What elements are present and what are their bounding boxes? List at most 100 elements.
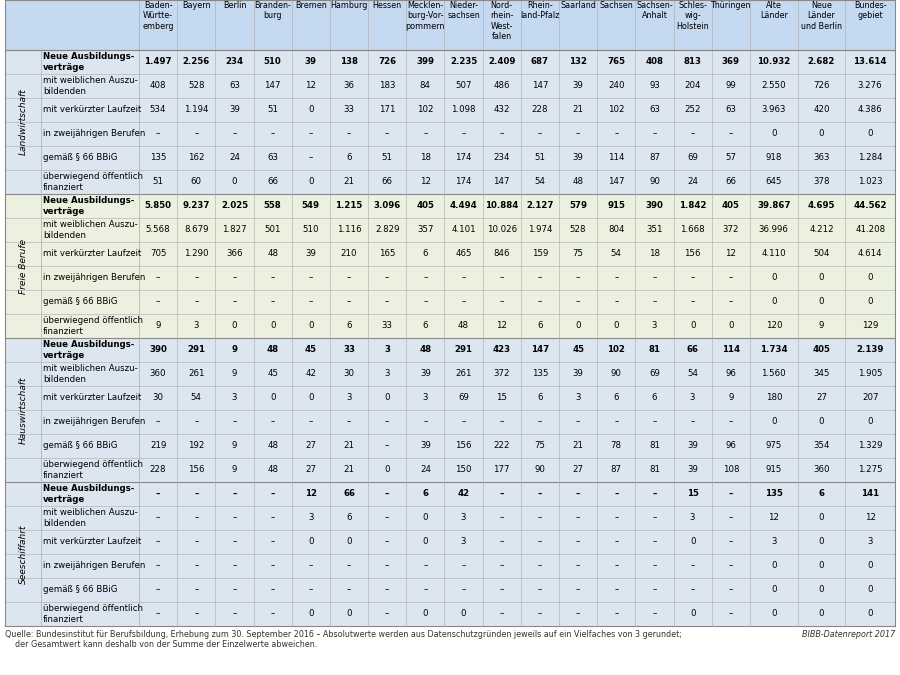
Text: 21: 21 xyxy=(344,466,355,475)
Text: 120: 120 xyxy=(766,321,782,331)
Text: 0: 0 xyxy=(384,394,390,402)
Text: –: – xyxy=(729,489,733,499)
Text: 9: 9 xyxy=(232,369,237,379)
Text: 0: 0 xyxy=(423,537,428,547)
Text: –: – xyxy=(537,298,542,306)
Text: –: – xyxy=(385,489,390,499)
Text: 765: 765 xyxy=(608,57,625,67)
Text: –: – xyxy=(194,489,199,499)
Text: –: – xyxy=(346,273,351,283)
Text: 405: 405 xyxy=(417,202,435,211)
Text: 0: 0 xyxy=(308,178,313,186)
Text: 41.208: 41.208 xyxy=(855,225,886,234)
Text: 63: 63 xyxy=(725,105,736,115)
Text: 534: 534 xyxy=(149,105,166,115)
Text: 96: 96 xyxy=(725,369,736,379)
Text: 0: 0 xyxy=(423,610,428,618)
Text: –: – xyxy=(423,562,428,570)
Text: 0: 0 xyxy=(346,610,352,618)
Text: –: – xyxy=(156,130,160,138)
Text: 0: 0 xyxy=(819,130,824,138)
Text: –: – xyxy=(500,537,504,547)
Text: –: – xyxy=(385,273,390,283)
Text: 726: 726 xyxy=(378,57,396,67)
Text: 6: 6 xyxy=(346,514,352,522)
Text: –: – xyxy=(729,537,733,547)
Text: gemäß § 66 BBiG: gemäß § 66 BBiG xyxy=(43,441,118,450)
Text: 351: 351 xyxy=(646,225,662,234)
Text: BIBB-Datenreport 2017: BIBB-Datenreport 2017 xyxy=(802,630,895,639)
Text: 3: 3 xyxy=(652,321,657,331)
Text: 54: 54 xyxy=(687,369,698,379)
Text: mit verkürzter Laufzeit: mit verkürzter Laufzeit xyxy=(43,250,141,259)
Text: –: – xyxy=(614,537,618,547)
Text: 69: 69 xyxy=(458,394,469,402)
Text: –: – xyxy=(537,130,542,138)
Text: Bayern: Bayern xyxy=(182,1,211,10)
Text: 222: 222 xyxy=(493,441,510,450)
Text: 69: 69 xyxy=(649,369,660,379)
Text: 36.996: 36.996 xyxy=(759,225,788,234)
Text: 1.497: 1.497 xyxy=(144,57,172,67)
Text: 174: 174 xyxy=(455,178,472,186)
Text: –: – xyxy=(500,610,504,618)
Text: 4.494: 4.494 xyxy=(450,202,477,211)
Text: 501: 501 xyxy=(265,225,281,234)
Text: 87: 87 xyxy=(611,466,622,475)
Text: –: – xyxy=(385,585,390,595)
Text: –: – xyxy=(385,562,390,570)
Text: 261: 261 xyxy=(455,369,472,379)
Text: –: – xyxy=(156,418,160,427)
Text: 5.568: 5.568 xyxy=(146,225,170,234)
Text: 66: 66 xyxy=(343,489,355,499)
Text: 3: 3 xyxy=(771,537,777,547)
Text: 0: 0 xyxy=(819,514,824,522)
Text: –: – xyxy=(346,562,351,570)
Text: Freie Berufe: Freie Berufe xyxy=(19,238,28,294)
Text: 3: 3 xyxy=(231,394,238,402)
Text: –: – xyxy=(156,562,160,570)
Text: 33: 33 xyxy=(344,105,355,115)
Text: 252: 252 xyxy=(684,105,701,115)
Text: –: – xyxy=(462,130,465,138)
Text: 6: 6 xyxy=(346,153,352,163)
Text: 162: 162 xyxy=(188,153,204,163)
Text: 3: 3 xyxy=(690,394,696,402)
Text: gemäß § 66 BBiG: gemäß § 66 BBiG xyxy=(43,298,118,306)
Text: 39: 39 xyxy=(420,369,431,379)
Text: –: – xyxy=(194,130,199,138)
Text: –: – xyxy=(500,562,504,570)
Text: 156: 156 xyxy=(455,441,472,450)
Text: 705: 705 xyxy=(149,250,166,259)
Text: 54: 54 xyxy=(191,394,202,402)
Text: Saarland: Saarland xyxy=(560,1,596,10)
Text: 363: 363 xyxy=(814,153,830,163)
Text: 13.614: 13.614 xyxy=(853,57,886,67)
Text: 210: 210 xyxy=(341,250,357,259)
Text: –: – xyxy=(729,130,733,138)
Text: –: – xyxy=(194,298,199,306)
Text: 0: 0 xyxy=(771,610,777,618)
Text: 0: 0 xyxy=(868,130,873,138)
Text: 528: 528 xyxy=(188,82,204,90)
Text: 48: 48 xyxy=(458,321,469,331)
Text: 39: 39 xyxy=(305,250,316,259)
Text: 0: 0 xyxy=(308,394,313,402)
Text: 1.905: 1.905 xyxy=(858,369,882,379)
Text: 0: 0 xyxy=(231,321,238,331)
Text: 9: 9 xyxy=(728,394,733,402)
Text: überwiegend öffentlich
finanziert: überwiegend öffentlich finanziert xyxy=(43,172,143,192)
Text: 219: 219 xyxy=(150,441,166,450)
Text: Landwirtschaft: Landwirtschaft xyxy=(19,88,28,155)
Text: 0: 0 xyxy=(868,610,873,618)
Text: –: – xyxy=(423,273,428,283)
Text: 132: 132 xyxy=(569,57,587,67)
Text: –: – xyxy=(537,514,542,522)
Text: –: – xyxy=(652,514,657,522)
Text: 147: 147 xyxy=(265,82,281,90)
Text: –: – xyxy=(652,489,657,499)
Text: Quelle: Bundesinstitut für Berufsbildung, Erhebung zum 30. September 2016 – Abso: Quelle: Bundesinstitut für Berufsbildung… xyxy=(5,630,682,649)
Text: –: – xyxy=(576,585,580,595)
Text: 33: 33 xyxy=(343,346,355,354)
Text: –: – xyxy=(309,418,313,427)
